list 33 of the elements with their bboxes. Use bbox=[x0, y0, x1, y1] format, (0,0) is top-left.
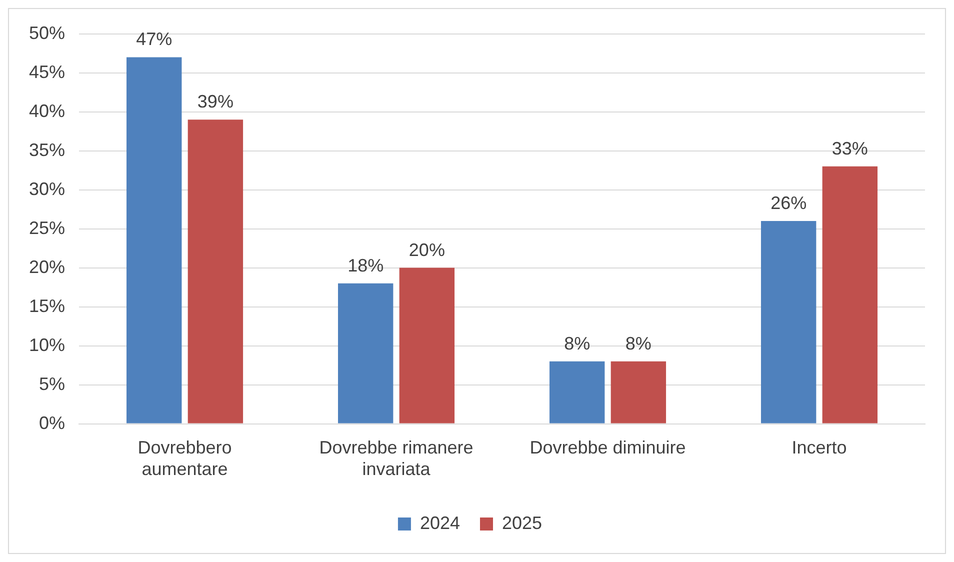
x-tick-label: Dovrebbero aumentare bbox=[138, 438, 232, 480]
y-tick-label: 15% bbox=[28, 296, 66, 316]
y-tick-label: 25% bbox=[28, 218, 66, 238]
y-tick-label: 40% bbox=[28, 100, 66, 121]
y-tick-label: 35% bbox=[28, 140, 66, 160]
y-tick-label: 20% bbox=[28, 256, 66, 277]
data-label: 8% bbox=[564, 333, 590, 354]
bar bbox=[822, 166, 878, 424]
bar bbox=[760, 221, 816, 424]
x-tick-label: Dovrebbe diminuire bbox=[530, 438, 686, 458]
y-tick-label: 30% bbox=[28, 178, 66, 199]
data-label: 20% bbox=[408, 240, 445, 260]
bar bbox=[188, 120, 244, 424]
data-label: 8% bbox=[625, 333, 652, 354]
legend-label: 2025 bbox=[502, 512, 542, 533]
data-label: 26% bbox=[770, 192, 807, 213]
bar bbox=[399, 268, 455, 424]
data-label: 18% bbox=[348, 255, 384, 276]
y-tick-label: 10% bbox=[28, 334, 66, 355]
y-tick-label: 0% bbox=[39, 412, 66, 433]
y-tick-label: 5% bbox=[39, 374, 66, 394]
data-label: 47% bbox=[136, 29, 172, 50]
bar bbox=[126, 57, 182, 424]
x-tick-label: Dovrebbe rimanere invariata bbox=[319, 438, 474, 480]
data-label: 33% bbox=[832, 138, 868, 158]
legend-label: 2024 bbox=[420, 512, 460, 533]
y-tick-label: 50% bbox=[28, 22, 66, 43]
bar bbox=[549, 361, 605, 424]
y-tick-label: 45% bbox=[28, 62, 66, 82]
bar bbox=[610, 361, 666, 424]
x-tick-label: Incerto bbox=[792, 438, 847, 458]
bar bbox=[338, 283, 394, 424]
data-label: 39% bbox=[197, 92, 234, 112]
